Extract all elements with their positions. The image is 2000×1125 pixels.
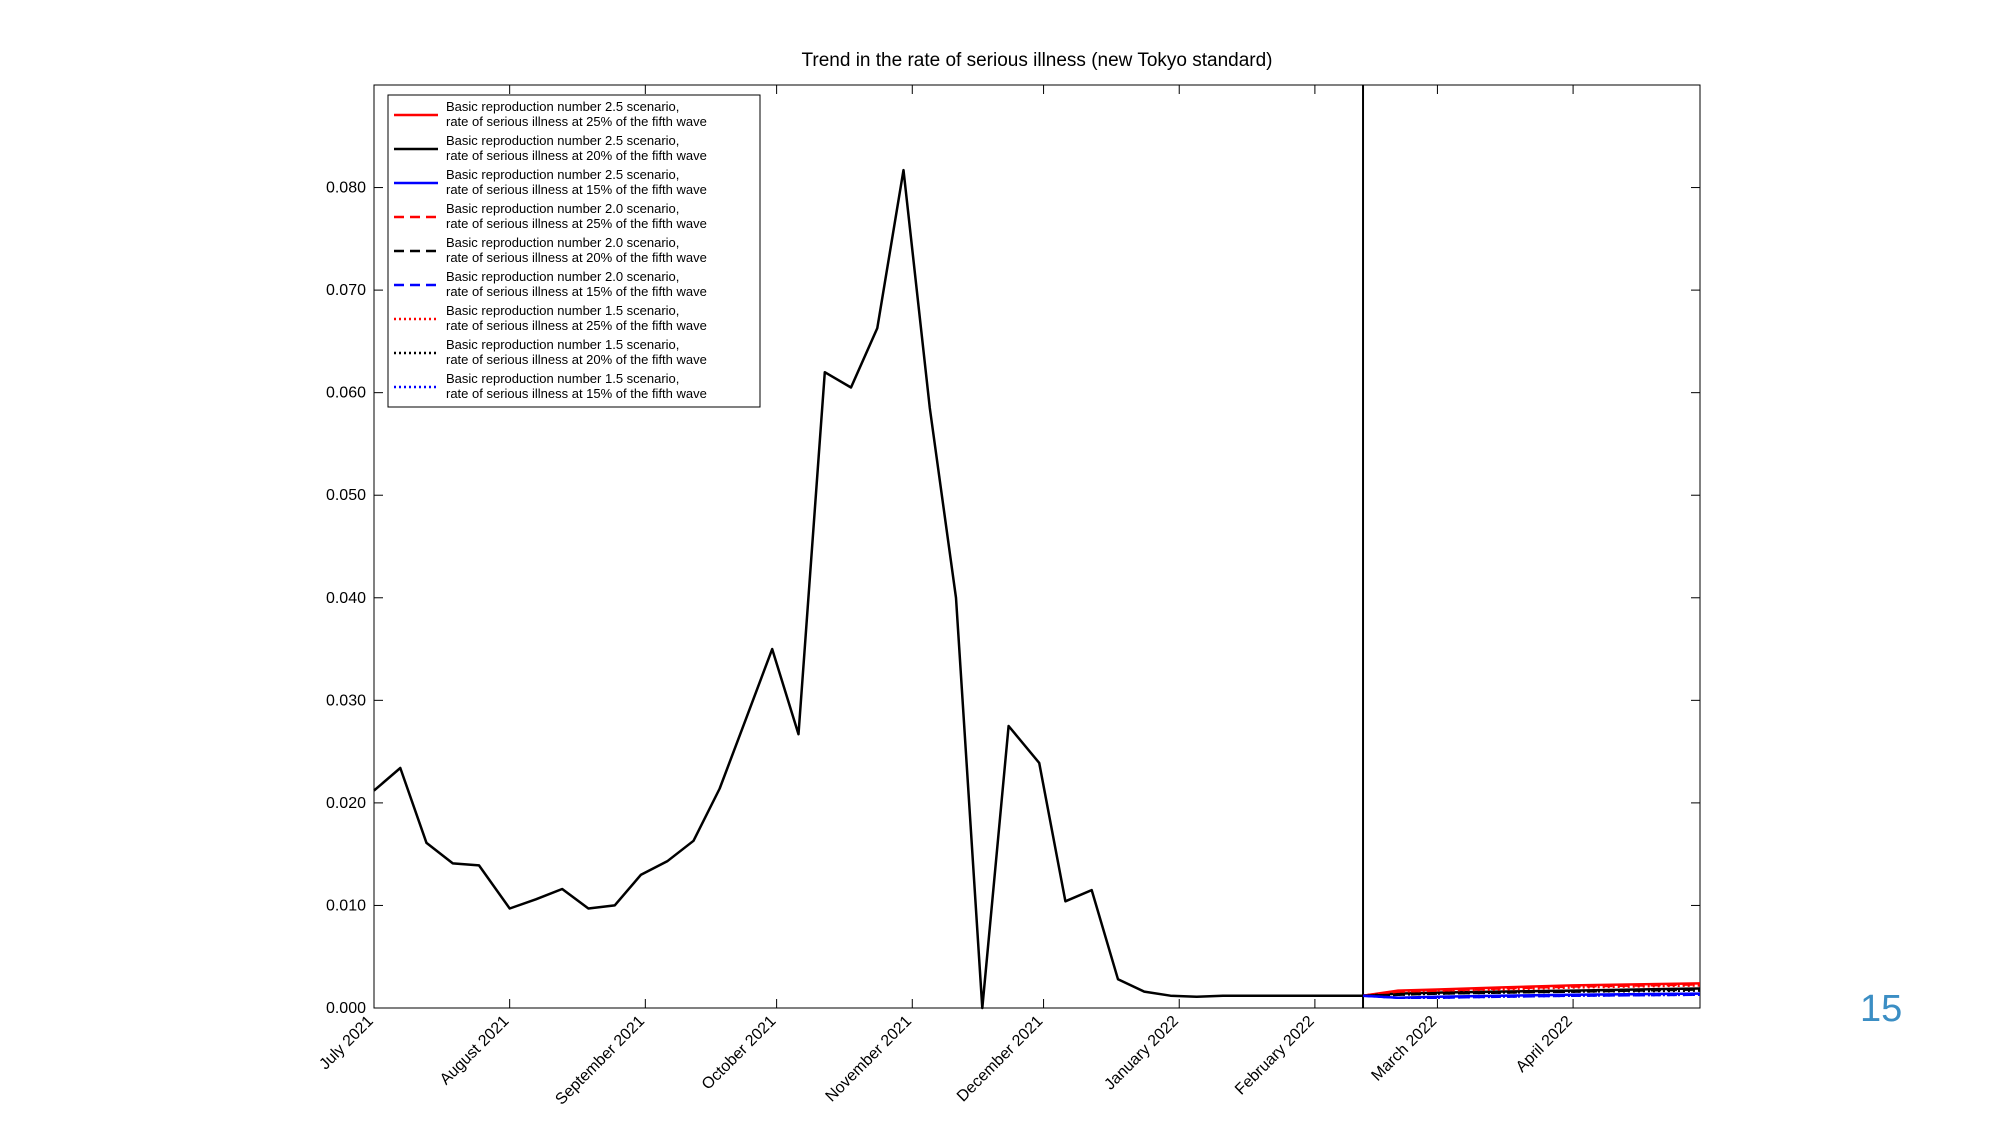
x-tick-label: March 2022 (1368, 1013, 1440, 1085)
x-tick-label: September 2021 (552, 1013, 648, 1109)
legend-label-9: Basic reproduction number 1.5 scenario, r… (446, 371, 707, 401)
page-number: 15 (1860, 988, 1903, 1030)
y-tick-label: 0.040 (326, 590, 366, 607)
legend-label-8: Basic reproduction number 1.5 scenario, r… (446, 337, 707, 367)
legend-box (387, 94, 761, 408)
x-tick-label: October 2021 (699, 1013, 780, 1094)
y-tick-label: 0.080 (326, 180, 366, 197)
y-tick-label: 0.070 (326, 282, 366, 299)
x-tick-label: February 2022 (1232, 1013, 1318, 1099)
chart-title: Trend in the rate of serious illness (ne… (801, 50, 1272, 71)
y-tick-label: 0.030 (326, 692, 366, 709)
legend-label-4: Basic reproduction number 2.0 scenario, r… (446, 201, 707, 231)
legend-label-6: Basic reproduction number 2.0 scenario, r… (446, 269, 707, 299)
plot-frame (373, 84, 1701, 1009)
x-tick-label: July 2021 (316, 1013, 377, 1074)
legend-label-7: Basic reproduction number 1.5 scenario, r… (446, 303, 707, 333)
x-tick-label: April 2022 (1513, 1013, 1576, 1076)
legend: Basic reproduction number 2.5 scenario, r… (387, 94, 761, 408)
legend-label-2: Basic reproduction number 2.5 scenario, r… (446, 133, 707, 163)
y-tick-label: 0.050 (326, 487, 366, 504)
series-line-7 (1362, 984, 1701, 997)
series-line-8 (1362, 989, 1701, 997)
x-tick-label: August 2021 (437, 1013, 513, 1089)
y-tick-label: 0.060 (326, 385, 366, 402)
observed-line (373, 168, 1363, 1010)
legend-label-1: Basic reproduction number 2.5 scenario, r… (446, 99, 707, 129)
x-tick-label: November 2021 (823, 1013, 916, 1106)
legend-label-3: Basic reproduction number 2.5 scenario, r… (446, 167, 707, 197)
y-tick-label: 0.000 (326, 1000, 366, 1017)
y-tick-label: 0.010 (326, 897, 366, 914)
series-line-9 (1362, 993, 1701, 999)
legend-label-5: Basic reproduction number 2.0 scenario, r… (446, 235, 707, 265)
x-tick-label: January 2022 (1101, 1013, 1182, 1094)
x-tick-label: December 2021 (954, 1013, 1047, 1106)
y-tick-label: 0.020 (326, 795, 366, 812)
